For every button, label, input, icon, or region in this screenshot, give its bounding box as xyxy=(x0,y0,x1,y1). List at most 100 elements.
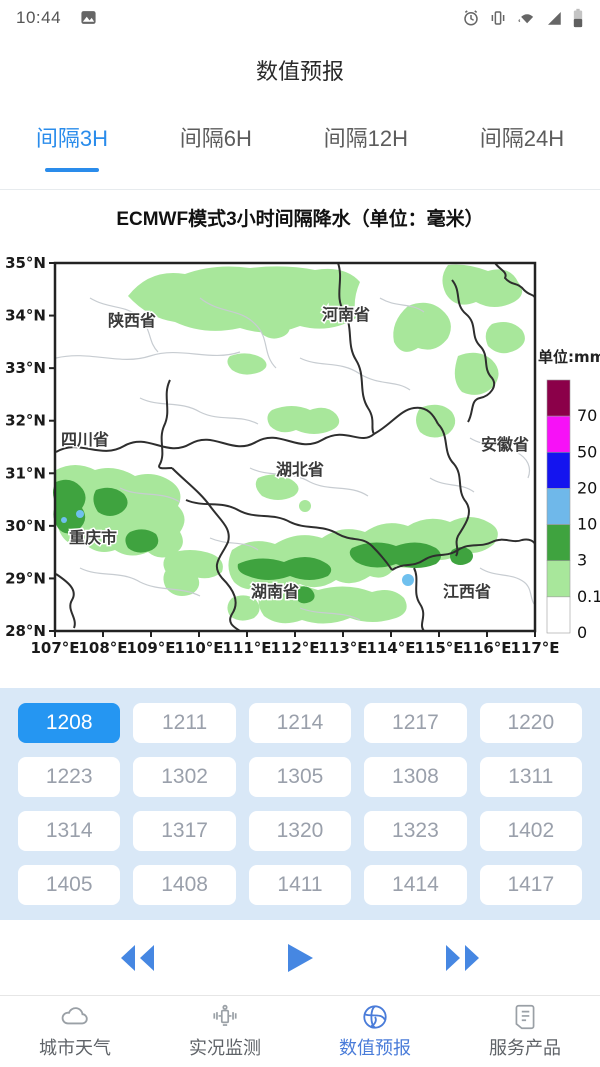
nav-service-products[interactable]: 服务产品 xyxy=(450,996,600,1067)
legend-tick-label: 3 xyxy=(577,551,587,570)
time-button[interactable]: 1405 xyxy=(18,865,121,905)
time-button[interactable]: 1314 xyxy=(18,811,121,851)
legend-tick-label: 10 xyxy=(577,515,597,534)
time-button[interactable]: 1320 xyxy=(248,811,352,851)
x-tick-label: 114°E xyxy=(366,639,415,657)
time-button[interactable]: 1208 xyxy=(18,703,121,743)
app-header: 数值预报 xyxy=(0,35,600,105)
time-button[interactable]: 1211 xyxy=(133,703,236,743)
x-tick-label: 117°E xyxy=(510,639,559,657)
time-button[interactable]: 1217 xyxy=(364,703,467,743)
y-tick-label: 28°N xyxy=(5,622,46,640)
time-button[interactable]: 1411 xyxy=(248,865,352,905)
province-label: 江西省 xyxy=(443,582,491,601)
x-tick-label: 107°E xyxy=(30,639,79,657)
legend-band xyxy=(546,379,571,417)
time-button[interactable]: 1414 xyxy=(364,865,467,905)
x-tick-label: 113°E xyxy=(318,639,367,657)
province-boundaries xyxy=(55,262,536,632)
globe-icon xyxy=(363,1005,387,1029)
interval-tabbar: 间隔3H 间隔6H 间隔12H 间隔24H xyxy=(0,105,600,190)
legend-band xyxy=(546,451,571,489)
legend-band xyxy=(546,560,571,598)
y-tick-label: 33°N xyxy=(5,359,46,377)
forecast-map-section: ECMWF模式3小时间隔降水（单位：毫米） xyxy=(0,190,600,688)
time-button[interactable]: 1323 xyxy=(364,811,467,851)
province-label: 陕西省 xyxy=(108,311,156,330)
nav-live-monitoring[interactable]: 实况监测 xyxy=(150,996,300,1067)
document-icon xyxy=(515,1004,535,1030)
time-button[interactable]: 1223 xyxy=(18,757,121,797)
precip-blue-layer xyxy=(61,510,414,586)
x-axis: 107°E108°E109°E110°E111°E112°E113°E114°E… xyxy=(30,631,560,657)
color-legend: 单位:mm 70 50 20 10 3 0.1 0 xyxy=(538,348,600,642)
map-title: ECMWF模式3小时间隔降水（单位：毫米） xyxy=(116,209,484,230)
legend-title: 单位:mm xyxy=(538,348,600,366)
time-button[interactable]: 1302 xyxy=(133,757,236,797)
play-button[interactable] xyxy=(285,942,315,974)
legend-tick-label: 70 xyxy=(577,406,597,425)
y-tick-label: 34°N xyxy=(5,307,46,325)
fast-forward-button[interactable] xyxy=(443,943,483,973)
signal-icon xyxy=(545,9,563,27)
province-label: 安徽省 xyxy=(481,435,529,454)
x-tick-label: 110°E xyxy=(174,639,223,657)
time-button[interactable]: 1402 xyxy=(479,811,582,851)
time-button[interactable]: 1311 xyxy=(479,757,582,797)
x-tick-label: 111°E xyxy=(222,639,271,657)
time-button[interactable]: 1317 xyxy=(133,811,236,851)
status-bar: 10:44 xyxy=(0,0,600,35)
province-label: 河南省 xyxy=(322,305,370,324)
y-axis: 35°N 34°N 33°N 32°N 31°N 30°N 29°N 28°N xyxy=(5,254,55,640)
nav-city-weather[interactable]: 城市天气 xyxy=(0,996,150,1067)
legend-band xyxy=(546,596,571,634)
vibrate-icon xyxy=(489,9,507,27)
y-tick-label: 29°N xyxy=(5,569,46,587)
x-tick-label: 112°E xyxy=(270,639,319,657)
legend-band xyxy=(546,524,571,562)
y-tick-label: 35°N xyxy=(5,254,46,272)
play-icon xyxy=(288,943,313,972)
alarm-icon xyxy=(462,9,480,27)
county-boundaries xyxy=(55,297,535,621)
time-button[interactable]: 1305 xyxy=(248,757,352,797)
forecast-time-grid: 1208 1211 1214 1217 1220 1223 1302 1305 … xyxy=(0,688,600,920)
legend-band xyxy=(546,488,571,525)
rewind-button[interactable] xyxy=(117,943,157,973)
time-button[interactable]: 1417 xyxy=(479,865,582,905)
tab-interval-24h[interactable]: 间隔24H xyxy=(479,126,565,151)
time-button[interactable]: 1308 xyxy=(364,757,467,797)
time-button[interactable]: 1408 xyxy=(133,865,236,905)
legend-tick-label: 20 xyxy=(577,478,597,497)
legend-band xyxy=(546,415,571,453)
active-tab-underline xyxy=(44,168,99,172)
time-button[interactable]: 1214 xyxy=(248,703,352,743)
satellite-icon xyxy=(213,1004,237,1026)
province-label: 重庆市 xyxy=(69,528,117,547)
province-label: 湖南省 xyxy=(251,582,299,601)
bottom-navigation: 城市天气 实况监测 数值预报 xyxy=(0,995,600,1067)
legend-tick-label: 0.1 xyxy=(577,587,600,606)
tab-interval-3h[interactable]: 间隔3H xyxy=(36,105,108,189)
clock-time: 10:44 xyxy=(16,7,62,27)
battery-icon xyxy=(572,8,584,28)
playback-controls xyxy=(0,920,600,995)
legend-tick-label: 0 xyxy=(577,623,587,642)
cloud-icon xyxy=(61,1007,88,1025)
y-tick-label: 30°N xyxy=(5,517,46,535)
rewind-icon xyxy=(121,944,154,971)
y-tick-label: 32°N xyxy=(5,412,46,430)
nav-numerical-forecast[interactable]: 数值预报 xyxy=(300,996,450,1067)
time-button[interactable]: 1220 xyxy=(479,703,582,743)
province-label: 湖北省 xyxy=(276,460,324,479)
fast-forward-icon xyxy=(446,944,479,971)
tab-interval-12h[interactable]: 间隔12H xyxy=(323,126,408,151)
precip-dark-layer xyxy=(53,479,473,604)
x-tick-label: 109°E xyxy=(126,639,175,657)
x-tick-label: 115°E xyxy=(414,639,463,657)
y-tick-label: 31°N xyxy=(5,464,46,482)
tab-interval-6h[interactable]: 间隔6H xyxy=(179,126,252,151)
wifi-icon xyxy=(516,9,536,27)
